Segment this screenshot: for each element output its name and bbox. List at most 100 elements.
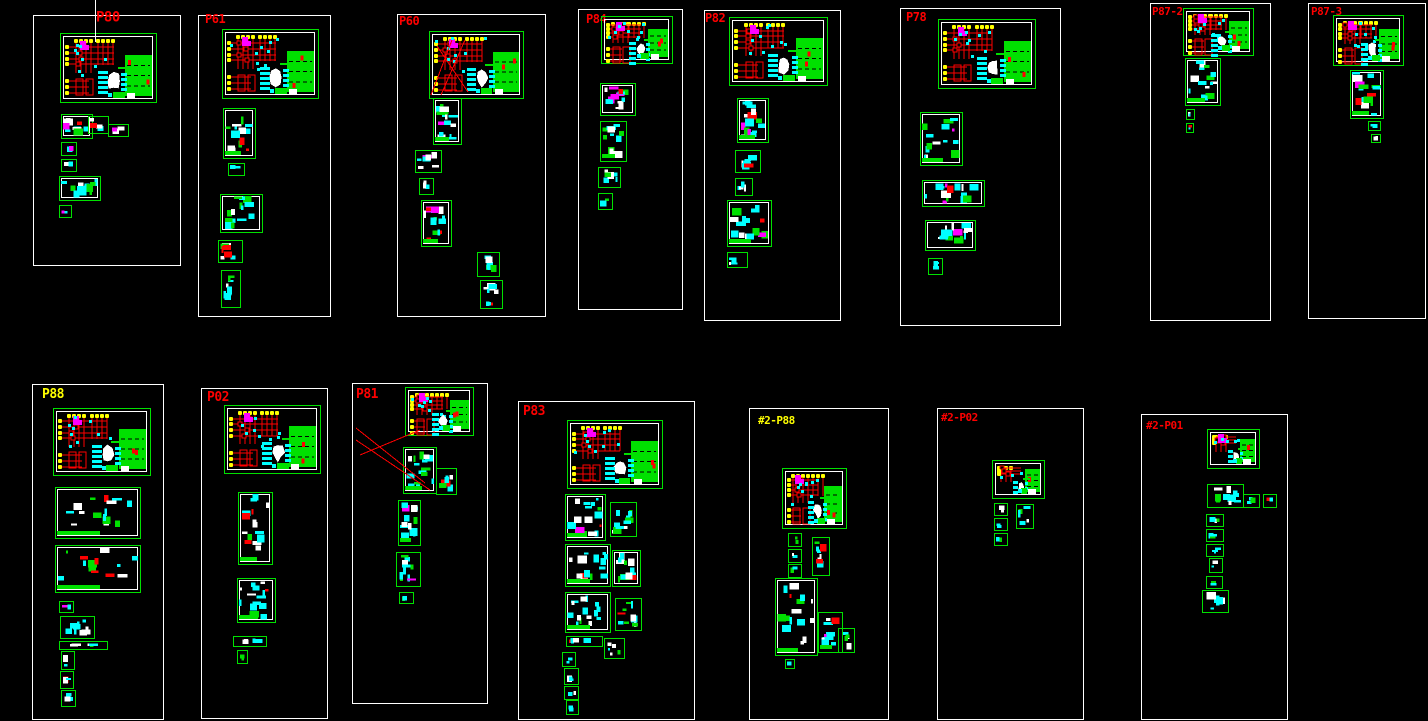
sheet-p81[interactable]: P81 xyxy=(352,383,488,704)
cyan-tag xyxy=(586,440,589,443)
sheet-p84[interactable]: P84 xyxy=(578,9,683,310)
detail-strip xyxy=(777,648,798,652)
title-block xyxy=(1006,79,1014,84)
breaker-symbol xyxy=(748,45,754,51)
sheet-2-p02[interactable]: #2-P02 xyxy=(937,408,1084,720)
detail-fragment xyxy=(933,261,939,267)
sheet-p83[interactable]: P83 xyxy=(518,401,695,720)
detail-fragment xyxy=(64,129,71,132)
cyan-bar xyxy=(98,81,108,84)
cyan-bar xyxy=(605,467,615,470)
detail-fragment xyxy=(924,194,928,199)
detail-box-frame xyxy=(61,159,77,172)
detail-fragment xyxy=(260,581,265,585)
cyan-bar xyxy=(1211,44,1218,47)
terminal-dot xyxy=(595,425,601,431)
sheet-p80[interactable]: P80 xyxy=(33,10,181,266)
detail-fragment xyxy=(843,631,849,636)
table-red-mark xyxy=(1391,41,1395,47)
detail-fragment xyxy=(1198,81,1207,85)
sheet-label[interactable]: P61 xyxy=(205,12,226,26)
title-strip xyxy=(991,78,1003,84)
detail-fragment xyxy=(81,629,91,635)
cyan-tag xyxy=(270,89,274,93)
detail-strip xyxy=(239,615,258,619)
detail-fragment xyxy=(796,599,805,604)
detail-fragment xyxy=(961,183,964,191)
sheet-label[interactable]: P83 xyxy=(523,404,545,419)
sheet-p88[interactable]: P88 xyxy=(32,384,164,720)
sheet-p78[interactable]: P78 xyxy=(900,8,1061,326)
detail-fragment xyxy=(622,525,628,529)
sheet-p02[interactable]: P02 xyxy=(201,388,328,719)
detail-fragment xyxy=(1219,597,1223,605)
terminal-dot xyxy=(942,42,948,48)
sheet-label[interactable]: #2-P88 xyxy=(758,414,795,427)
cyan-tag xyxy=(277,436,280,439)
table-red-mark xyxy=(146,79,150,85)
sheet-label[interactable]: #2-P01 xyxy=(1146,419,1184,432)
detail-fragment xyxy=(407,574,411,582)
detail-strip xyxy=(225,151,241,155)
cyan-tag xyxy=(1214,441,1217,444)
sheet-label[interactable]: P60 xyxy=(399,14,420,28)
cyan-bar xyxy=(432,433,439,436)
sheet-2-p01[interactable]: #2-P01 xyxy=(1141,414,1288,720)
detail-box-frame xyxy=(1202,590,1229,613)
cyan-bar xyxy=(489,70,495,73)
cyan-tag xyxy=(453,60,456,63)
detail-strip xyxy=(240,557,257,561)
cyan-bar xyxy=(1025,482,1028,485)
cyan-tag xyxy=(608,36,611,39)
cyan-bar xyxy=(1211,34,1218,37)
detail-box-frame xyxy=(477,252,500,277)
detail-fragment xyxy=(438,218,447,224)
detail-box-frame xyxy=(598,167,621,188)
sheet-label[interactable]: P81 xyxy=(356,387,379,402)
detail-fragment xyxy=(1199,61,1206,69)
detail-fragment xyxy=(736,221,746,226)
sheet-p87-3[interactable]: P87-3 xyxy=(1308,3,1426,319)
detail-box-frame xyxy=(920,112,963,166)
sheet-label[interactable]: P82 xyxy=(705,11,726,25)
sheet-label[interactable]: P84 xyxy=(586,12,607,26)
cyan-tag xyxy=(104,58,107,61)
detail-fragment xyxy=(1358,87,1364,91)
detail-fragment xyxy=(579,617,582,624)
detail-fragment xyxy=(1215,499,1221,503)
detail-fragment xyxy=(951,222,955,231)
sheet-label[interactable]: P87-3 xyxy=(1311,5,1342,18)
detail-box-frame xyxy=(1186,109,1195,120)
sheet-label[interactable]: P88 xyxy=(42,387,65,402)
detail-fragment xyxy=(795,536,798,540)
sheet-label[interactable]: #2-P02 xyxy=(941,411,978,424)
detail-fragment xyxy=(94,558,99,565)
cyan-tag xyxy=(440,413,443,416)
detail-fragment xyxy=(256,534,265,543)
sheet-p60[interactable]: P60 xyxy=(397,14,546,317)
sheet-label[interactable]: P87-2 xyxy=(1152,5,1183,18)
sheet-label[interactable]: P02 xyxy=(207,390,229,405)
sheet-label[interactable]: P78 xyxy=(906,10,927,24)
magenta-annotation xyxy=(449,39,455,48)
sheet-border xyxy=(937,408,1084,720)
main-box-frame xyxy=(567,420,663,489)
cyan-bar xyxy=(1361,63,1368,66)
title-strip xyxy=(1222,45,1230,51)
magenta-annotation xyxy=(621,26,625,31)
cyan-bar xyxy=(1240,452,1243,455)
sheet-p82[interactable]: P82 xyxy=(704,10,841,321)
terminal-dot xyxy=(57,464,63,470)
terminal-dot xyxy=(1337,31,1343,37)
magenta-annotation xyxy=(1348,21,1354,30)
cyan-tag xyxy=(968,39,971,42)
breaker-symbol xyxy=(1193,18,1199,24)
device-box xyxy=(78,451,87,469)
sheet-p87-2[interactable]: P87-2 xyxy=(1150,3,1271,321)
detail-fragment xyxy=(225,283,229,288)
detail-fragment xyxy=(944,225,947,232)
sheet-label[interactable]: P80 xyxy=(96,10,120,26)
sheet-2-p88[interactable]: #2-P88 xyxy=(749,408,889,720)
sheet-p61[interactable]: P61 xyxy=(198,12,331,317)
